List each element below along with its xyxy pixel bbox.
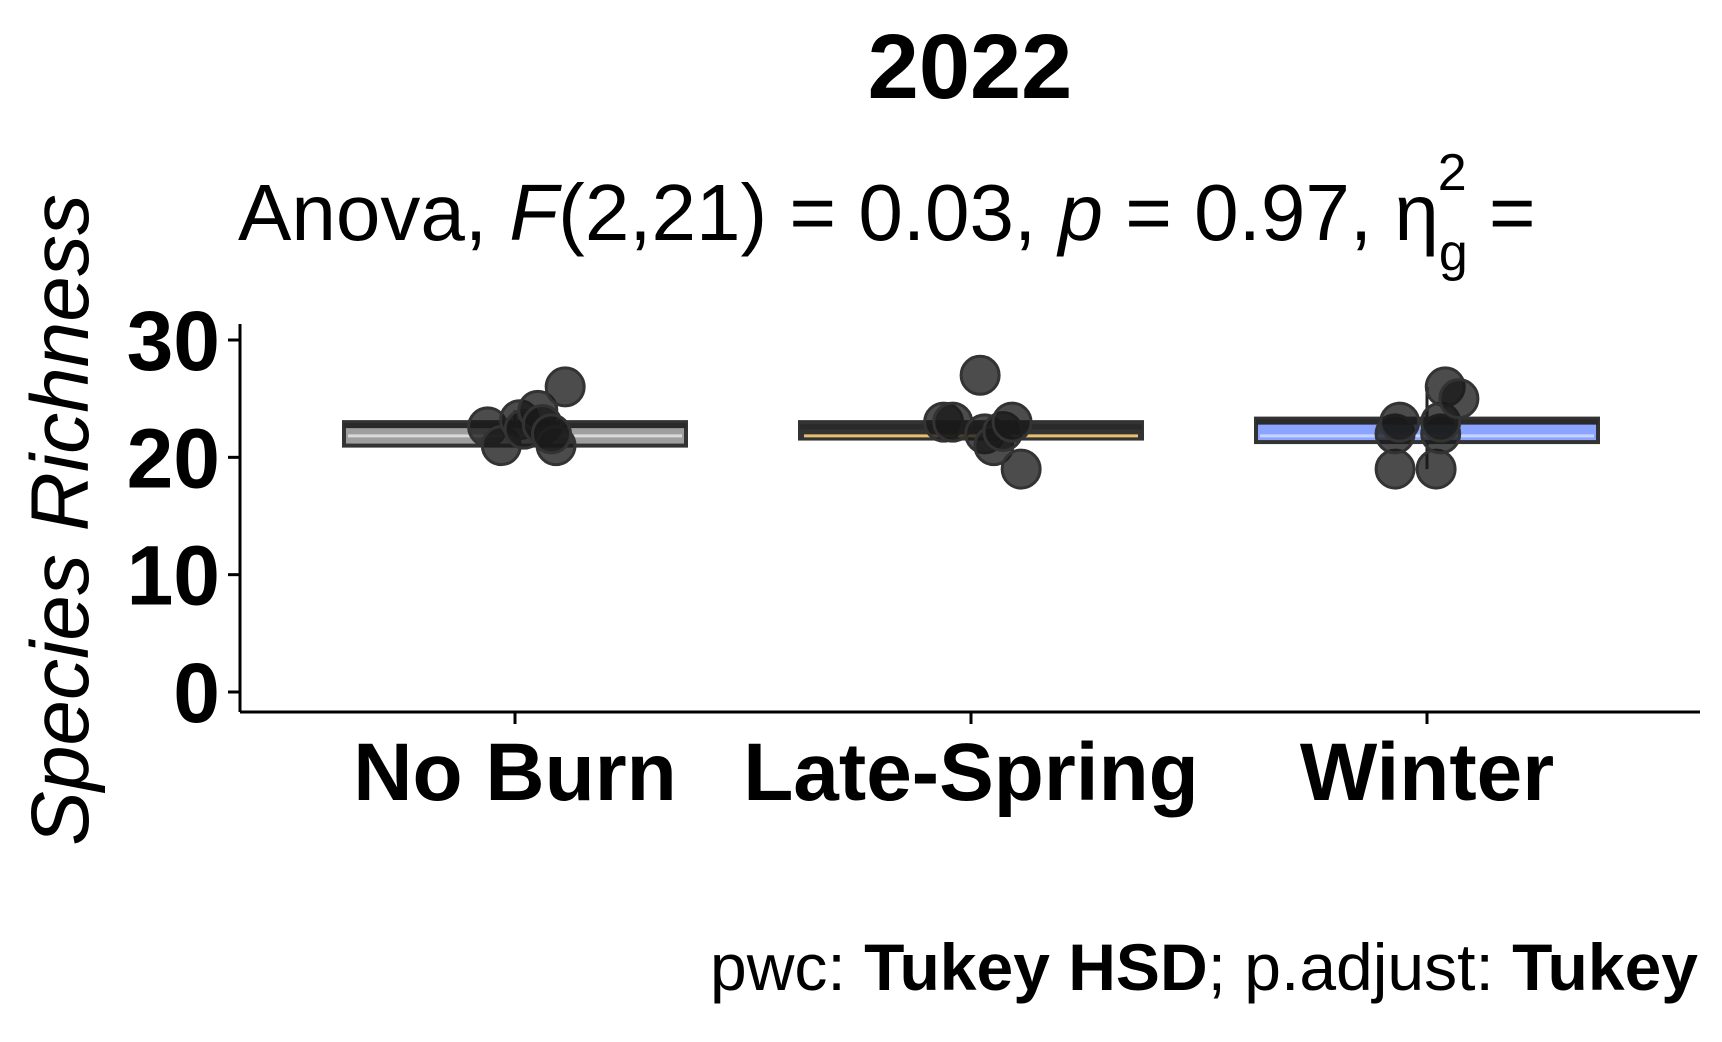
data-point-winter-3 [1379,401,1421,443]
subtitle-eta-sup: 2 [1438,144,1467,202]
y-tick-label-30: 30 [127,294,220,388]
x-tick-label-winter: Winter [1300,727,1554,818]
y-tick-label-0: 0 [173,646,220,740]
data-point-winter-4 [1415,448,1457,490]
y-axis-label-part2: Richness [15,194,106,531]
box-group-winter [1254,366,1600,490]
caption-middle: ; p.adjust: [1208,930,1513,1004]
y-axis-label: Species Richness [15,194,106,846]
data-point-no-burn-8 [530,413,572,455]
caption-pwc-method: Tukey HSD [864,930,1208,1004]
subtitle-p-symbol: p [1056,168,1103,257]
x-tick-label-no-burn: No Burn [353,727,676,818]
y-tick-label-20: 20 [127,411,220,505]
subtitle-eta-sub: g [1439,224,1468,282]
subtitle-df: (2,21) = 0.03, [558,168,1058,257]
x-axis-ticks: No Burn Late-Spring Winter [353,712,1554,818]
y-tick-label-10: 10 [127,529,220,623]
subtitle-f-symbol: F [509,168,562,257]
data-point-late-spring-3 [959,354,1001,396]
caption-adjust-method: Tukey [1512,930,1698,1004]
data-point-late-spring-7 [991,401,1033,443]
data-point-late-spring-8 [1000,448,1042,490]
y-axis-ticks: 0 10 20 30 [127,294,240,740]
chart-caption: pwc: Tukey HSD; p.adjust: Tukey [710,930,1698,1004]
data-point-winter-1 [1374,448,1416,490]
caption-prefix: pwc: [710,930,864,1004]
box-group-no-burn [342,366,688,467]
x-tick-label-late-spring: Late-Spring [743,727,1199,818]
subtitle-eta-symbol: η [1394,168,1439,257]
subtitle-prefix: Anova, [238,168,509,257]
chart-subtitle: Anova, F(2,21) = 0.03, p = 0.97, ηg 2 = [238,144,1536,282]
data-point-no-burn-9 [544,366,586,408]
box-plots [342,354,1600,490]
subtitle-tail: = [1467,168,1536,257]
box-group-late-spring [798,354,1144,490]
data-point-winter-8 [1438,378,1480,420]
subtitle-p-value: = 0.97, [1103,168,1394,257]
chart-title: 2022 [868,16,1073,118]
y-axis-label-part1: Species [15,531,106,846]
